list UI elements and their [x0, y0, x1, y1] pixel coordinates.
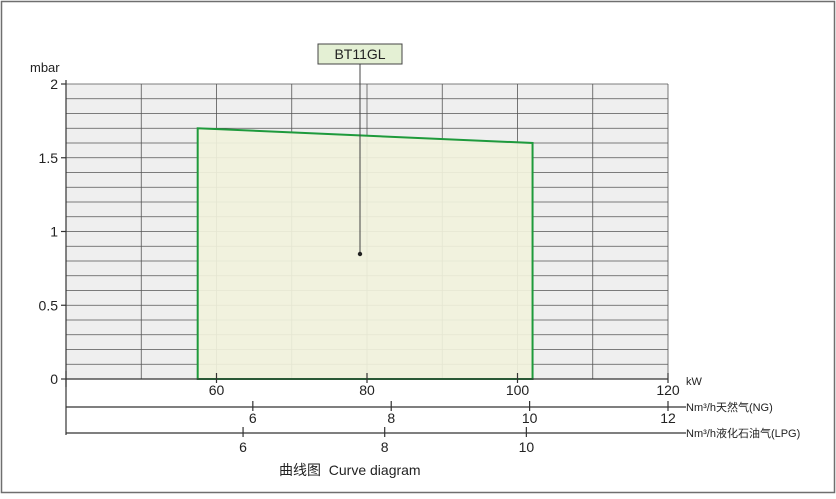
- x-tick-label: 8: [387, 410, 395, 426]
- callout-label: BT11GL: [334, 46, 385, 62]
- x-axes: 60 80 100 120 kW 6 8 10 12 Nm³/h天然气(NG) 6 8 10 Nm³/h液…: [65, 371, 800, 455]
- callout-dot: [357, 251, 363, 257]
- x-tick-label: 6: [239, 439, 247, 455]
- series-area: [196, 127, 534, 380]
- x-tick-label: 12: [660, 410, 676, 426]
- y-tick-label: 0.5: [39, 297, 59, 313]
- x-tick-label: 60: [209, 382, 225, 398]
- series-callout: BT11GL: [317, 43, 403, 257]
- x-tick-label: 80: [359, 382, 375, 398]
- y-tick-label: 1: [50, 224, 58, 240]
- x-tick-label: 8: [381, 439, 389, 455]
- y-axis-label: mbar: [30, 60, 60, 75]
- x-axis-unit-label: kW: [686, 376, 703, 388]
- y-tick-label: 1.5: [39, 150, 59, 166]
- x-tick-label: 10: [519, 439, 535, 455]
- y-tick-label: 2: [50, 76, 58, 92]
- x-tick-label: 10: [522, 410, 538, 426]
- axes: 0 0.5 1 1.5 2: [39, 76, 67, 387]
- y-tick-label: 0: [50, 371, 58, 387]
- x-tick-label: 6: [249, 410, 257, 426]
- x-tick-label: 100: [506, 382, 530, 398]
- series-area-shape: [196, 127, 534, 380]
- x-axis-unit-label: Nm³/h天然气(NG): [686, 400, 773, 414]
- x-tick-label: 120: [656, 382, 680, 398]
- x-axis-unit-label: Nm³/h液化石油气(LPG): [686, 426, 800, 440]
- chart-title: 曲线图 Curve diagram: [279, 462, 421, 478]
